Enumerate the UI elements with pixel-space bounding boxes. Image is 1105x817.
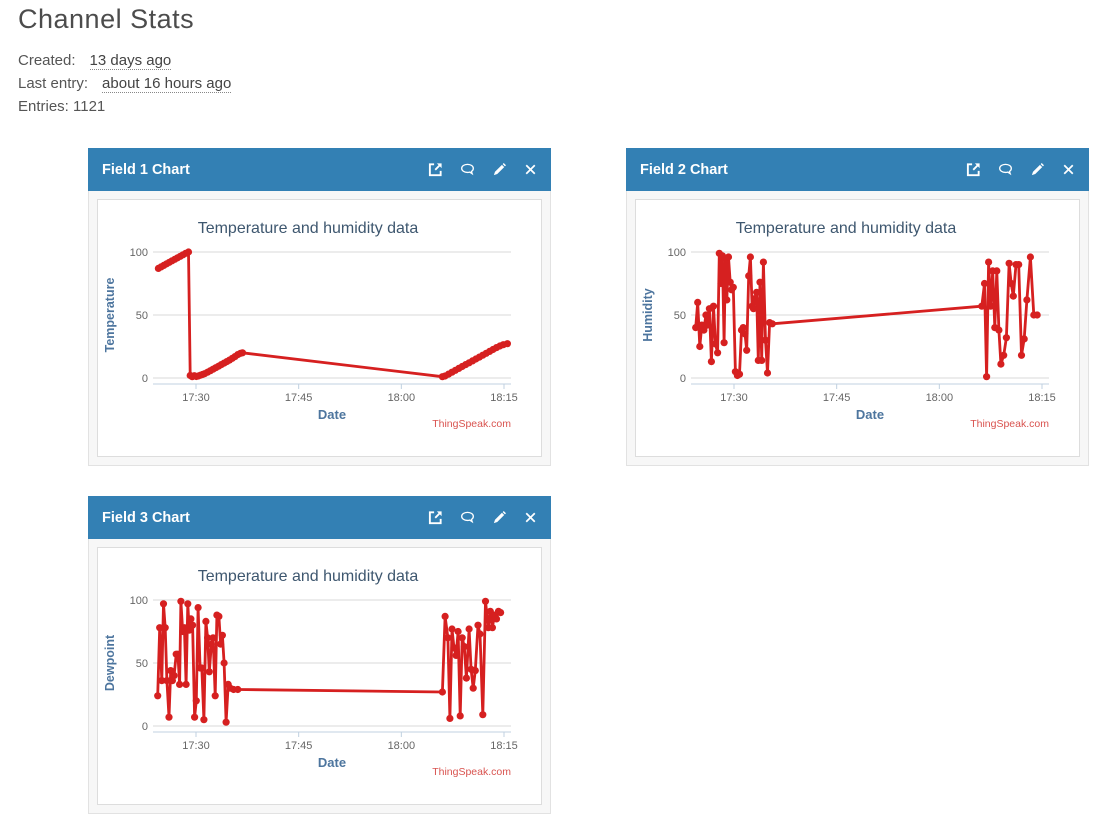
widget-body: Temperature and humidity data 0 50 100 17:30… — [626, 191, 1089, 466]
last-entry-value: about 16 hours ago — [102, 75, 232, 93]
svg-text:Temperature and humidity data: Temperature and humidity data — [198, 220, 419, 237]
svg-text:100: 100 — [130, 247, 148, 259]
widget-row-1: Field 1 Chart Temperature and humidity d… — [88, 148, 1105, 466]
widget-title: Field 2 Chart — [640, 161, 728, 178]
edit-icon[interactable] — [1030, 162, 1045, 177]
field-2-chart-header: Field 2 Chart — [626, 148, 1089, 191]
svg-text:18:15: 18:15 — [1028, 392, 1056, 404]
svg-text:18:00: 18:00 — [388, 740, 416, 752]
widget-title: Field 3 Chart — [102, 509, 190, 526]
open-in-new-icon[interactable] — [428, 162, 443, 177]
field-3-chart: Temperature and humidity data 0 50 100 17:30… — [103, 568, 518, 778]
chart-box: Temperature and humidity data 0 50 100 17:30… — [97, 199, 542, 457]
widget-row-2: Field 3 Chart Temperature and humidity d… — [88, 496, 1105, 814]
svg-text:0: 0 — [142, 373, 148, 385]
svg-text:ThingSpeak.com: ThingSpeak.com — [970, 418, 1049, 430]
svg-text:Temperature and humidity data: Temperature and humidity data — [736, 220, 957, 237]
svg-text:Date: Date — [318, 755, 346, 770]
edit-icon[interactable] — [492, 510, 507, 525]
open-in-new-icon[interactable] — [428, 510, 443, 525]
svg-text:100: 100 — [668, 247, 686, 259]
widget-title: Field 1 Chart — [102, 161, 190, 178]
page-header: Channel Stats Created: 13 days ago Last e… — [0, 0, 1105, 118]
created-value: 13 days ago — [89, 52, 172, 70]
entries-row: Entries: 1121 — [18, 98, 106, 115]
svg-text:Dewpoint: Dewpoint — [103, 634, 117, 691]
svg-text:Temperature and humidity data: Temperature and humidity data — [198, 568, 419, 585]
widget-grid: Field 1 Chart Temperature and humidity d… — [88, 148, 1105, 814]
svg-text:17:45: 17:45 — [285, 740, 313, 752]
close-icon[interactable] — [524, 163, 537, 176]
field-3-chart-widget: Field 3 Chart Temperature and humidity d… — [88, 496, 551, 814]
field-1-chart-header: Field 1 Chart — [88, 148, 551, 191]
field-2-chart-widget: Field 2 Chart Temperature and humidity d… — [626, 148, 1089, 466]
svg-text:17:30: 17:30 — [720, 392, 748, 404]
chart-box: Temperature and humidity data 0 50 100 17:30… — [97, 547, 542, 805]
chart-box: Temperature and humidity data 0 50 100 17:30… — [635, 199, 1080, 457]
comment-icon[interactable] — [460, 162, 475, 177]
field-3-chart-header: Field 3 Chart — [88, 496, 551, 539]
svg-text:18:00: 18:00 — [926, 392, 954, 404]
created-label: Created: — [18, 52, 76, 69]
svg-text:Humidity: Humidity — [641, 288, 655, 342]
svg-text:ThingSpeak.com: ThingSpeak.com — [432, 766, 511, 778]
page-title: Channel Stats — [18, 4, 195, 34]
comment-icon[interactable] — [460, 510, 475, 525]
svg-text:0: 0 — [680, 373, 686, 385]
svg-text:50: 50 — [674, 310, 686, 322]
svg-text:Date: Date — [318, 407, 346, 422]
field-2-chart: Temperature and humidity data 0 50 100 17:30… — [641, 220, 1056, 430]
field-1-chart-widget: Field 1 Chart Temperature and humidity d… — [88, 148, 551, 466]
widget-body: Temperature and humidity data 0 50 100 17:30… — [88, 191, 551, 466]
svg-text:50: 50 — [136, 310, 148, 322]
svg-text:50: 50 — [136, 658, 148, 670]
created-row: Created: 13 days ago — [18, 49, 1105, 72]
edit-icon[interactable] — [492, 162, 507, 177]
svg-text:17:30: 17:30 — [182, 392, 210, 404]
close-icon[interactable] — [1062, 163, 1075, 176]
svg-text:17:45: 17:45 — [823, 392, 851, 404]
widget-body: Temperature and humidity data 0 50 100 17:30… — [88, 539, 551, 814]
open-in-new-icon[interactable] — [966, 162, 981, 177]
svg-text:Date: Date — [856, 407, 884, 422]
svg-text:18:00: 18:00 — [388, 392, 416, 404]
svg-text:Temperature: Temperature — [103, 278, 117, 353]
last-entry-row: Last entry: about 16 hours ago — [18, 72, 1105, 95]
svg-text:ThingSpeak.com: ThingSpeak.com — [432, 418, 511, 430]
close-icon[interactable] — [524, 511, 537, 524]
comment-icon[interactable] — [998, 162, 1013, 177]
svg-text:17:30: 17:30 — [182, 740, 210, 752]
svg-text:18:15: 18:15 — [490, 392, 518, 404]
svg-text:0: 0 — [142, 721, 148, 733]
last-entry-label: Last entry: — [18, 75, 89, 92]
field-1-chart: Temperature and humidity data 0 50 100 17:30… — [103, 220, 518, 430]
svg-text:17:45: 17:45 — [285, 392, 313, 404]
svg-text:100: 100 — [130, 595, 148, 607]
svg-text:18:15: 18:15 — [490, 740, 518, 752]
